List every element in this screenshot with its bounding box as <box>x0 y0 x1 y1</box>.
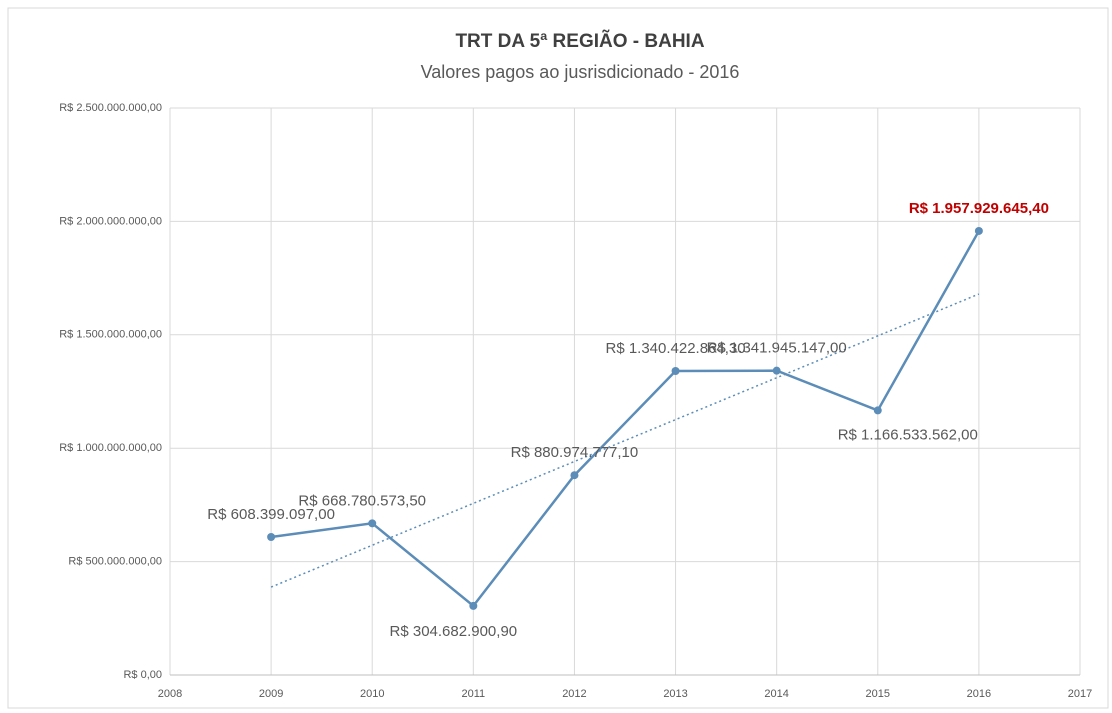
y-tick-label: R$ 500.000.000,00 <box>68 556 162 568</box>
y-tick-label: R$ 2.000.000.000,00 <box>59 215 162 227</box>
data-label: R$ 1.340.422.864,30 <box>605 340 745 357</box>
y-tick-label: R$ 1.500.000.000,00 <box>59 329 162 341</box>
x-tick-label: 2008 <box>158 688 182 700</box>
data-label: R$ 1.957.929.645,40 <box>909 200 1049 217</box>
data-label: R$ 880.974.777,10 <box>511 444 639 461</box>
x-tick-label: 2017 <box>1068 688 1092 700</box>
data-label: R$ 304.682.900,90 <box>390 623 518 640</box>
y-tick-label: R$ 2.500.000.000,00 <box>59 102 162 114</box>
chart-title: TRT DA 5ª REGIÃO - BAHIA <box>455 30 704 52</box>
y-tick-label: R$ 1.000.000.000,00 <box>59 442 162 454</box>
data-label: R$ 668.780.573,50 <box>298 492 426 509</box>
x-tick-label: 2009 <box>259 688 283 700</box>
data-point <box>469 601 478 610</box>
x-tick-label: 2010 <box>360 688 384 700</box>
x-tick-label: 2016 <box>967 688 991 700</box>
data-label: R$ 608.399.097,00 <box>207 506 335 523</box>
data-point <box>570 471 579 480</box>
chart-border <box>7 7 1109 709</box>
data-point <box>671 366 680 375</box>
data-label: R$ 1.166.533.562,00 <box>838 426 978 443</box>
series-line <box>270 230 980 608</box>
chart-subtitle: Valores pagos ao jusrisdicionado - 2016 <box>421 62 740 82</box>
x-tick-label: 2014 <box>764 688 788 700</box>
data-point <box>974 226 983 235</box>
x-tick-label: 2015 <box>866 688 890 700</box>
x-tick-label: 2011 <box>462 688 486 700</box>
x-tick-label: 2013 <box>663 688 687 700</box>
data-point <box>873 406 882 415</box>
data-point <box>772 366 781 375</box>
data-label: R$ 1.341.945.147,00 <box>707 340 847 357</box>
data-point <box>368 519 377 528</box>
y-tick-label: R$ 0,00 <box>123 669 162 681</box>
x-tick-label: 2012 <box>562 688 586 700</box>
data-point <box>267 533 276 542</box>
